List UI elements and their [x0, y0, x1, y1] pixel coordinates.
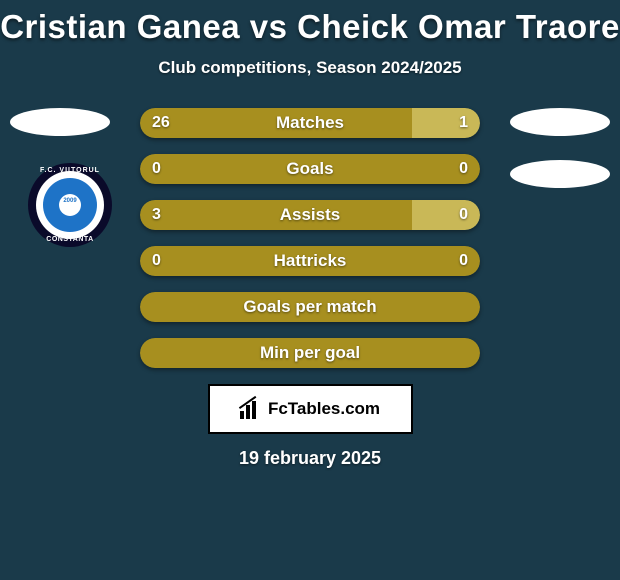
badge-year: 2009 — [59, 198, 81, 204]
stat-label: Hattricks — [140, 246, 480, 276]
fctables-icon — [240, 399, 262, 419]
page-title: Cristian Ganea vs Cheick Omar Traore — [0, 0, 620, 46]
stat-label: Assists — [140, 200, 480, 230]
stat-value-right: 0 — [459, 200, 468, 230]
player-right-ellipse-2 — [510, 160, 610, 188]
stat-row: Matches26 1 — [140, 108, 480, 138]
stat-value-right: 0 — [459, 154, 468, 184]
stat-row: Goals per match — [140, 292, 480, 322]
subtitle: Club competitions, Season 2024/2025 — [0, 58, 620, 78]
footer-brand-text: FcTables.com — [268, 399, 380, 419]
stat-row: Assists3 0 — [140, 200, 480, 230]
stat-row: Hattricks0 0 — [140, 246, 480, 276]
player-left-ellipse — [10, 108, 110, 136]
stat-label: Min per goal — [140, 338, 480, 368]
club-badge: F.C. VIITORUL 2009 CONSTANTA — [28, 163, 112, 247]
stat-label: Goals per match — [140, 292, 480, 322]
badge-bottom-text: CONSTANTA — [28, 236, 112, 243]
stat-value-left: 26 — [152, 108, 170, 138]
stat-label: Matches — [140, 108, 480, 138]
stat-row: Goals0 0 — [140, 154, 480, 184]
stat-label: Goals — [140, 154, 480, 184]
stat-value-left: 0 — [152, 246, 161, 276]
footer-brand-badge: FcTables.com — [208, 384, 413, 434]
badge-top-text: F.C. VIITORUL — [28, 167, 112, 174]
stat-value-right: 1 — [459, 108, 468, 138]
stats-bars: Matches261Goals00Assists30Hattricks00Goa… — [140, 108, 480, 368]
main-area: F.C. VIITORUL 2009 CONSTANTA Matches26 1 G… — [0, 108, 620, 368]
stat-value-left: 0 — [152, 154, 161, 184]
stat-row: Min per goal — [140, 338, 480, 368]
date-text: 19 february 2025 — [0, 448, 620, 469]
player-right-ellipse-1 — [510, 108, 610, 136]
stat-value-right: 0 — [459, 246, 468, 276]
stat-value-left: 3 — [152, 200, 161, 230]
